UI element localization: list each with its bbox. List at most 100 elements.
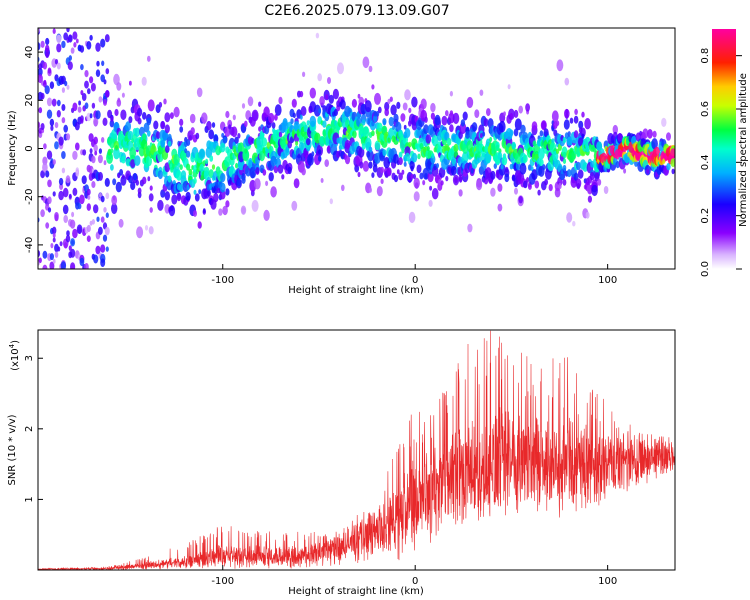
spectrogram-cell (45, 170, 50, 178)
spectrogram-cell (395, 121, 402, 133)
spectrogram-cell (371, 172, 375, 178)
spectrogram-cell (531, 121, 538, 131)
spectrogram-cell (129, 80, 132, 86)
spectrogram-cell (116, 82, 122, 91)
spectrogram-cell (61, 151, 66, 159)
spectrogram-cell (213, 134, 219, 144)
spectrogram-cell (420, 98, 427, 110)
spectrogram-cell (38, 127, 43, 134)
spectrogram-cell (578, 120, 584, 130)
spectrogram-cell (72, 228, 78, 239)
spectrogram-cell (157, 199, 164, 211)
spectrogram-cell (97, 171, 103, 181)
snr-y-ticks: 1 2 3 (24, 355, 43, 503)
spectrogram-cell (573, 130, 579, 139)
spectrogram-cell (38, 74, 43, 84)
spectrogram-cell (434, 114, 441, 126)
spectrogram-cell (357, 171, 361, 178)
spectrogram-cell (597, 178, 602, 186)
spectrogram-cell (460, 119, 466, 127)
spectrogram-cell (380, 178, 384, 184)
spectrogram-cell (170, 205, 174, 212)
spectrogram-cell (587, 195, 593, 203)
spectrogram-cell (40, 92, 45, 100)
spectrogram-cell (50, 125, 54, 131)
spectrogram-cell (359, 161, 364, 169)
spectrogram-cell (479, 89, 484, 96)
spectrogram-cell (193, 189, 197, 195)
snr-y-tick-label: 2 (24, 426, 35, 432)
spectrogram-cell (94, 150, 98, 156)
spectrogram-cell (375, 110, 380, 117)
spectrogram-cell (368, 161, 373, 169)
spectrogram-cell (318, 108, 322, 114)
spectrogram-cell (186, 150, 191, 158)
spectrogram-cell (398, 151, 403, 159)
spectrogram-cell (56, 62, 61, 70)
spectrogram-cell (509, 112, 514, 119)
spectrogram-cell (325, 94, 329, 100)
spectrogram-cell (59, 183, 64, 191)
spectrogram-cell (318, 155, 322, 162)
spectrogram-cell (382, 149, 387, 157)
spectrogram-cell (247, 96, 254, 107)
spectrogram-cell (578, 137, 584, 147)
spectrogram-cell (540, 120, 547, 131)
spectrogram-cell (369, 187, 372, 193)
spectrogram-cell (544, 178, 548, 186)
spectrogram-cell (42, 264, 48, 269)
spectrogram-cell (178, 184, 184, 192)
spectrogram-cell (368, 146, 373, 153)
spectrogram-cell (556, 59, 564, 72)
spectrogram-cell (70, 47, 75, 54)
spectrogram-cell (291, 98, 297, 108)
spectrogram-cell (202, 208, 206, 214)
spectrogram-cell (52, 237, 56, 243)
spectrogram-cell (511, 141, 516, 150)
spectrogram-cell (164, 162, 171, 173)
spectrogram-cell (263, 209, 270, 221)
spectrogram-cell (254, 178, 261, 190)
spectrogram-cell (219, 189, 226, 200)
spectrogram-cell (86, 203, 92, 211)
spectrogram-cell (42, 156, 48, 166)
spectrogram-cell (104, 34, 110, 43)
spectrogram-cell (147, 55, 151, 62)
spectrogram-cell (569, 117, 574, 124)
spectrogram-cell (244, 120, 248, 128)
spectrogram-cell (98, 226, 103, 235)
spectrogram-cell (42, 61, 48, 70)
spectrogram-cell (514, 118, 522, 131)
spectrogram-cell (116, 99, 122, 107)
spectrogram-cell (497, 151, 503, 160)
spectrogram-cell (158, 101, 163, 108)
spectrogram-cell (225, 188, 230, 196)
spectrogram-cell (584, 118, 591, 130)
spectrogram-cell (574, 108, 578, 115)
spectrogram-cell (199, 163, 205, 173)
spectrogram-cell (111, 195, 118, 206)
spectrogram-cell (100, 216, 105, 223)
spectrogram-cell (422, 180, 426, 186)
spectrogram-cell (417, 153, 421, 160)
spectrogram-cell (396, 101, 401, 109)
spectrogram-cell (38, 42, 41, 51)
spectrogram-cell (195, 132, 200, 140)
spectrogram-cell (539, 158, 544, 167)
spectrogram-cell (71, 211, 75, 218)
spectrogram-cells (38, 28, 675, 269)
spectrogram-cell (144, 225, 149, 231)
spectrogram-cell (81, 175, 87, 185)
spectrogram-cell (302, 71, 306, 78)
spectrogram-cell (361, 119, 366, 126)
spectrogram-cell (173, 106, 180, 118)
spectrogram-cell (430, 102, 436, 113)
spectrogram-cell (56, 34, 62, 44)
spectrogram-cell (235, 162, 239, 169)
spectrogram-cell (89, 34, 93, 41)
spectrogram-cell (400, 113, 406, 122)
spectrogram-cell (87, 88, 91, 95)
spectrogram-cell (87, 194, 91, 200)
spectrogram-cell (42, 250, 48, 259)
spectrogram-y-tick-label: -20 (24, 189, 35, 205)
